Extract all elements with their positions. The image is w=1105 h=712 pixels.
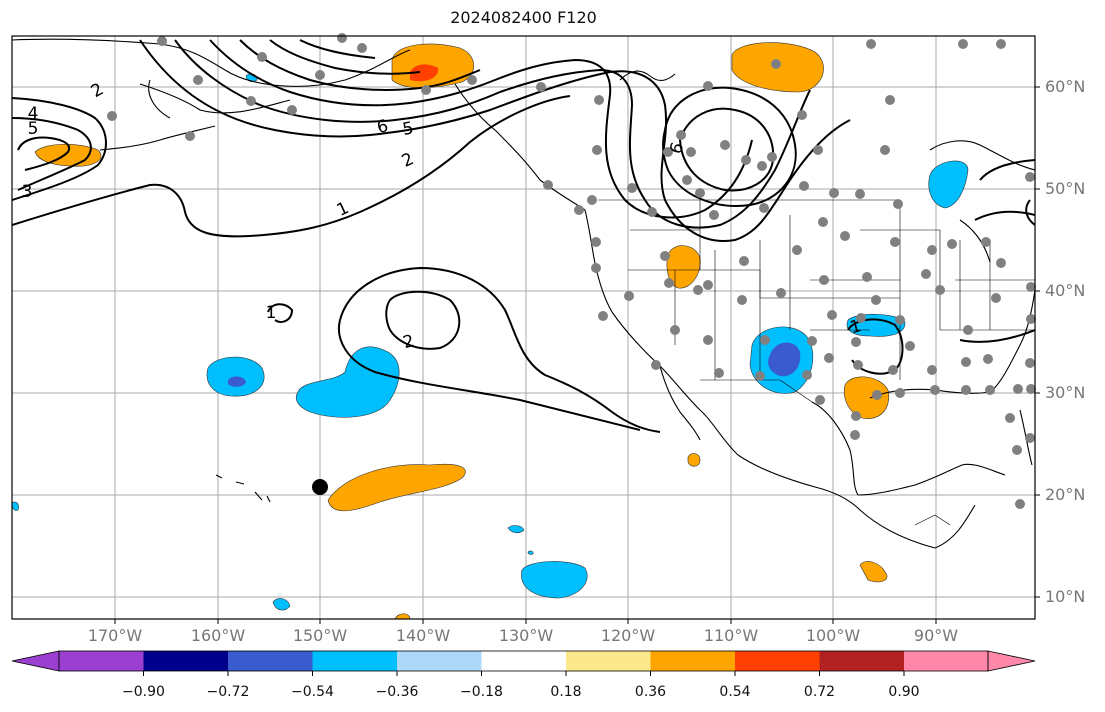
contour-label: 3 — [22, 182, 33, 202]
colorbar-segment — [143, 651, 228, 671]
positive-anomaly-baja — [687, 453, 701, 467]
lon-label: 120°W — [600, 626, 656, 645]
contour-label: 2 — [401, 331, 417, 353]
colorbar-tick-label: 0.72 — [803, 684, 836, 700]
colorbar-segment — [566, 651, 651, 671]
contour-label: 1 — [848, 316, 864, 338]
contour-label: 5 — [401, 118, 415, 140]
colorbar-segment — [819, 651, 904, 671]
colorbar-tick-label: −0.54 — [291, 684, 334, 700]
positive-anomaly-central-america — [859, 561, 888, 583]
contour-label: 6 — [375, 116, 391, 138]
lon-label: 100°W — [805, 626, 861, 645]
lon-label: 130°W — [498, 626, 554, 645]
colorbar-segment — [312, 651, 397, 671]
colorbar-segment — [650, 651, 735, 671]
positive-anomaly-pacific-band — [327, 463, 466, 512]
colorbar-segment — [59, 651, 144, 671]
colorbar-low-extend — [11, 650, 60, 672]
colorbar-tick-label: −0.36 — [375, 684, 419, 700]
negative-anomaly-small-2 — [272, 598, 291, 611]
contour-label: 5 — [28, 119, 39, 139]
lat-label: 20°N — [1045, 485, 1086, 504]
map-title: 2024082400 F120 — [450, 8, 597, 27]
colorbar-segment — [397, 651, 482, 671]
lon-label: 160°W — [190, 626, 246, 645]
contour-label: 1 — [266, 303, 277, 323]
gridlines — [12, 36, 1035, 619]
lat-label: 10°N — [1045, 587, 1086, 606]
contour-label: 4 — [28, 104, 39, 124]
colorbar-tick-label: 0.90 — [888, 684, 920, 700]
colorbar-tick-label: −0.18 — [460, 684, 503, 700]
lon-label: 150°W — [292, 626, 348, 645]
positive-anomaly-gulf-of-alaska-core — [410, 64, 439, 82]
axis-ticks — [114, 86, 1040, 624]
colorbar-ticks — [143, 671, 905, 676]
colorbar-tick-label: 0.18 — [550, 684, 582, 700]
colorbar-tick-label: −0.72 — [206, 684, 250, 700]
lon-label: 110°W — [703, 626, 759, 645]
colorbar-tick-label: 0.36 — [634, 684, 667, 700]
lon-label: 170°W — [87, 626, 143, 645]
lat-label: 30°N — [1045, 383, 1086, 402]
colorbar-high-extend — [987, 650, 1036, 672]
colorbar-segment — [735, 651, 820, 671]
negative-anomaly-small-4 — [527, 550, 534, 555]
colorbar-segment — [481, 651, 566, 671]
negative-anomaly-great-lakes — [928, 160, 969, 209]
colorbar-segment — [228, 651, 313, 671]
positive-anomaly-texas — [843, 376, 890, 419]
height-contours — [12, 39, 1035, 433]
colorbar-tick-label: 0.54 — [719, 684, 751, 700]
lon-label: 140°W — [395, 626, 451, 645]
coastlines — [12, 38, 1035, 549]
negative-anomaly-new-mexico-core — [768, 342, 801, 377]
lat-label: 50°N — [1045, 179, 1086, 198]
lat-label: 40°N — [1045, 281, 1086, 300]
negative-anomaly-small-1 — [507, 525, 525, 534]
colorbar-tick-label: −0.90 — [122, 684, 165, 700]
location-marker — [312, 479, 328, 495]
lon-label: 90°W — [913, 626, 959, 645]
colorbar-segment — [904, 651, 988, 671]
negative-anomaly-south-pacific — [521, 561, 588, 599]
map-frame — [11, 35, 1036, 620]
colorbar — [11, 650, 1036, 672]
lat-label: 60°N — [1045, 77, 1086, 96]
negative-anomaly-hawaii-north-core — [228, 376, 246, 387]
